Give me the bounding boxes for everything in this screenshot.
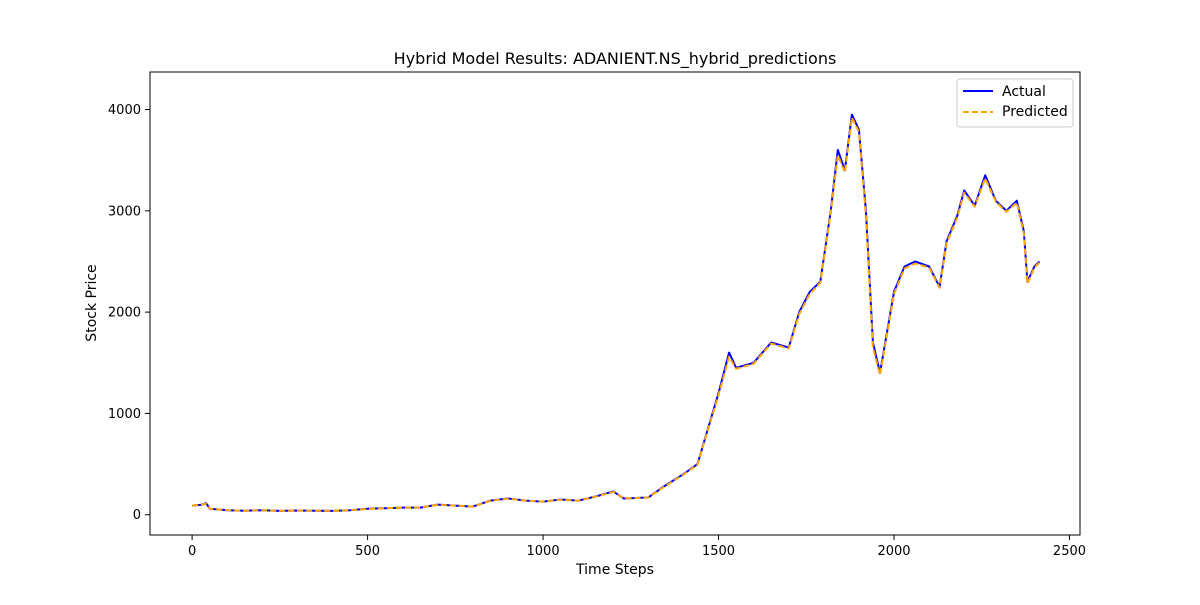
x-tick-label: 2000 [877, 544, 910, 559]
x-tick-label: 500 [355, 544, 380, 559]
y-tick-label: 1000 [108, 407, 141, 422]
y-tick-label: 2000 [108, 306, 141, 321]
y-tick-label: 0 [133, 508, 141, 523]
x-tick-label: 1000 [527, 544, 560, 559]
x-axis: 0 500 1000 1500 2000 2500 [188, 535, 1086, 559]
x-tick-label: 2500 [1053, 544, 1086, 559]
legend-label-predicted: Predicted [1002, 104, 1068, 120]
y-axis-label: Stock Price [84, 264, 100, 341]
y-axis: 0 1000 2000 3000 4000 [108, 103, 150, 523]
series-layer [192, 113, 1041, 512]
x-tick-label: 0 [188, 544, 196, 559]
chart-title: Hybrid Model Results: ADANIENT.NS_hybrid… [394, 49, 837, 69]
series-line-predicted [192, 116, 1041, 512]
y-tick-label: 4000 [108, 103, 141, 118]
legend-label-actual: Actual [1002, 84, 1046, 100]
x-axis-label: Time Steps [575, 562, 654, 578]
y-tick-label: 3000 [108, 204, 141, 219]
plot-area-frame [149, 71, 1081, 536]
x-tick-label: 1500 [702, 544, 735, 559]
legend: Actual Predicted [956, 78, 1074, 128]
